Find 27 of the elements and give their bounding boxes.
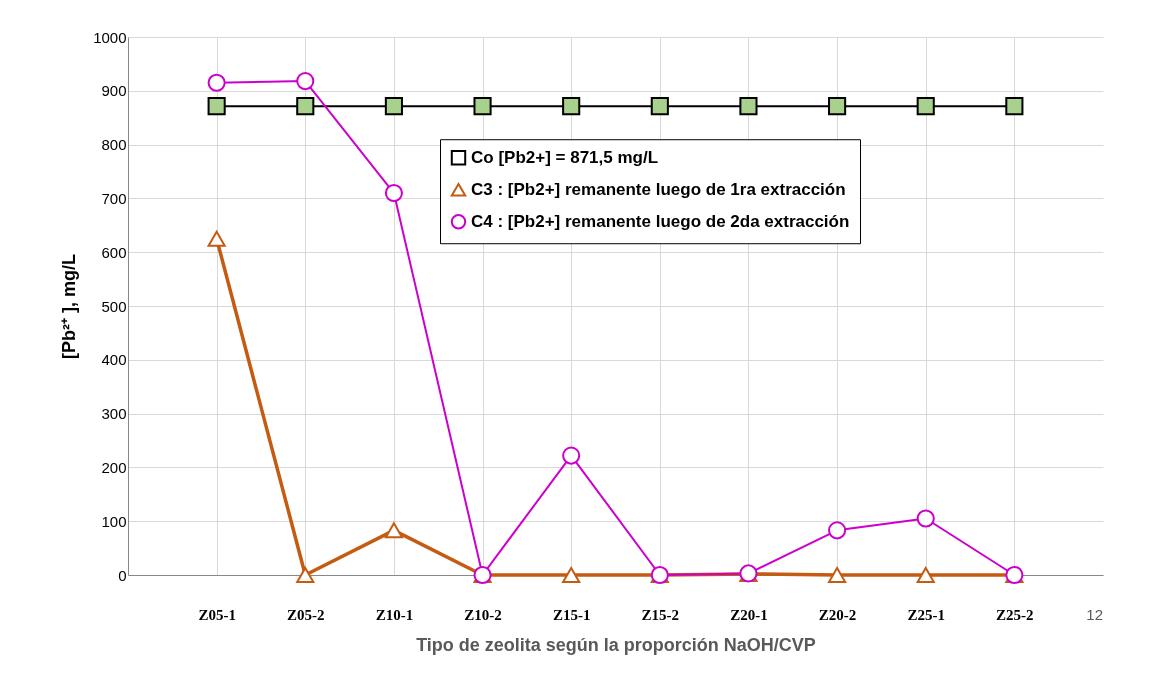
x-tick-label: Z20-1 <box>730 606 768 623</box>
y-tick-label: 1000 <box>93 28 127 46</box>
y-tick-label: 300 <box>101 405 127 423</box>
x-tick-label: Z25-1 <box>907 606 945 623</box>
legend-label: C4 : [Pb2+] remanente luego de 2da extracción <box>471 211 850 231</box>
legend-label: Co [Pb2+] = 871,5 mg/L <box>471 147 659 167</box>
y-tick-label: 700 <box>101 189 127 207</box>
y-tick-label: 800 <box>101 136 127 154</box>
y-tick-label: 0 <box>118 566 127 584</box>
text: 12 <box>1086 606 1103 623</box>
y-tick-label: 900 <box>101 82 127 100</box>
y-tick-label: 200 <box>101 458 127 476</box>
x-tick-label: Z20-2 <box>818 606 857 623</box>
x-tick-label: Z10-1 <box>375 606 414 623</box>
x-axis-title: Tipo de zeolita según la proporción NaOH/CVP <box>416 634 816 655</box>
x-tick-label: Z10-2 <box>464 606 502 623</box>
x-tick-label: Z25-2 <box>996 606 1034 623</box>
y-tick-label: 100 <box>101 512 127 530</box>
x-tick-label: Z05-2 <box>287 606 325 623</box>
x-tick-label: Z15-1 <box>552 606 591 623</box>
y-tick-label: 400 <box>101 351 127 369</box>
legend-label: C3 : [Pb2+] remanente luego de 1ra extracción <box>471 179 846 199</box>
x-tick-label: Z05-1 <box>198 606 236 623</box>
x-tick-label: Z15-2 <box>641 606 680 623</box>
y-axis-title: [Pb²⁺ ], mg/L <box>59 254 80 359</box>
y-tick-label: 500 <box>101 297 127 315</box>
y-tick-label: 600 <box>101 243 127 261</box>
